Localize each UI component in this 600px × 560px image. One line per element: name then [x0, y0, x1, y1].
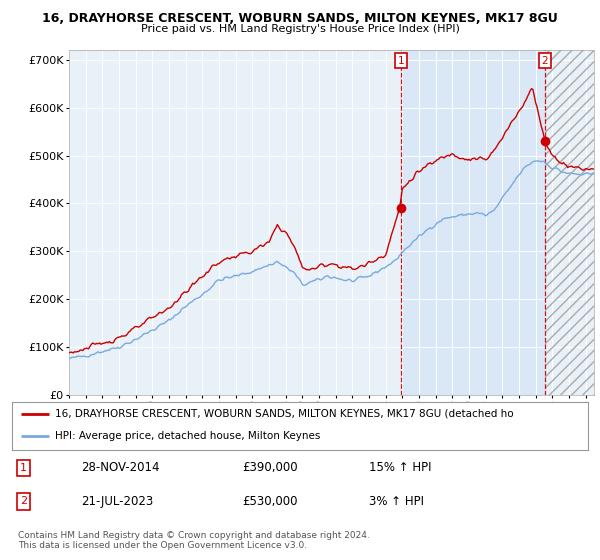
Text: 16, DRAYHORSE CRESCENT, WOBURN SANDS, MILTON KEYNES, MK17 8GU: 16, DRAYHORSE CRESCENT, WOBURN SANDS, MI… — [42, 12, 558, 25]
Text: 16, DRAYHORSE CRESCENT, WOBURN SANDS, MILTON KEYNES, MK17 8GU (detached ho: 16, DRAYHORSE CRESCENT, WOBURN SANDS, MI… — [55, 409, 514, 419]
Text: 3% ↑ HPI: 3% ↑ HPI — [369, 495, 424, 508]
Text: HPI: Average price, detached house, Milton Keynes: HPI: Average price, detached house, Milt… — [55, 431, 320, 441]
Text: 15% ↑ HPI: 15% ↑ HPI — [369, 461, 431, 474]
Text: 2: 2 — [542, 56, 548, 66]
Text: Price paid vs. HM Land Registry's House Price Index (HPI): Price paid vs. HM Land Registry's House … — [140, 24, 460, 34]
Text: £390,000: £390,000 — [242, 461, 298, 474]
Bar — [545, 50, 594, 395]
Bar — [401, 50, 545, 395]
Text: 1: 1 — [398, 56, 404, 66]
Text: 28-NOV-2014: 28-NOV-2014 — [81, 461, 160, 474]
Bar — [545, 50, 594, 395]
Text: £530,000: £530,000 — [242, 495, 298, 508]
Text: 2: 2 — [20, 497, 27, 506]
Text: 21-JUL-2023: 21-JUL-2023 — [81, 495, 154, 508]
Text: Contains HM Land Registry data © Crown copyright and database right 2024.
This d: Contains HM Land Registry data © Crown c… — [18, 530, 370, 550]
Text: 1: 1 — [20, 463, 27, 473]
